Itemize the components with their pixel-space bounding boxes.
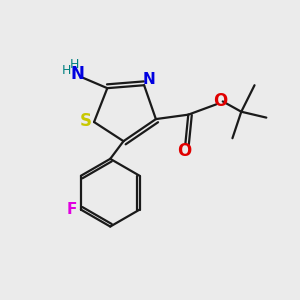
Text: H: H [70,58,80,71]
Text: H: H [62,64,71,77]
Text: O: O [177,142,191,160]
Text: O: O [213,92,227,110]
Text: N: N [142,72,155,87]
Text: F: F [67,202,77,217]
Text: S: S [80,112,92,130]
Text: N: N [70,65,84,83]
